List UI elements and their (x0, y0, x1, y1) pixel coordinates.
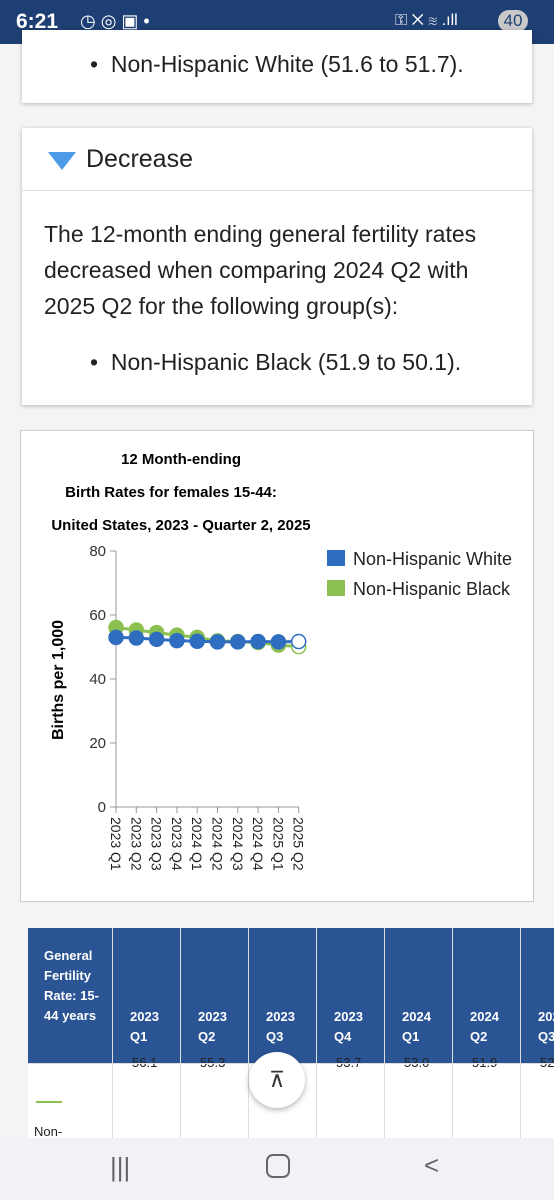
heading: Decrease (86, 145, 193, 173)
column-header: 2024 Q1 (402, 1009, 431, 1044)
data-point (290, 633, 307, 650)
x-tick-label: 2025 Q1 (270, 817, 286, 871)
column-divider (112, 928, 113, 1138)
x-tick-label: 2023 Q1 (108, 817, 124, 871)
chart-title: United States, 2023 - Quarter 2, 2025 (51, 517, 310, 534)
chart: 12 Month-ending Birth Rates for females 1… (20, 430, 534, 902)
series-line (115, 625, 299, 649)
column-divider (248, 928, 249, 1138)
y-tick-label: 20 (89, 735, 106, 752)
cell: 52 (540, 1055, 554, 1070)
x-tick-label: 2023 Q2 (128, 817, 144, 871)
x-tick-label: 2024 Q2 (210, 817, 226, 871)
x-tick-label: 2025 Q2 (291, 817, 307, 871)
home-button[interactable] (266, 1154, 290, 1178)
y-tick-label: 0 (98, 799, 106, 816)
cell: 53.0 (404, 1055, 430, 1070)
status-icons: ◷ ◎ ▣ • (80, 11, 150, 31)
table: General Fertility Rate: 15-44 years Non- 2… (28, 928, 554, 1138)
column-divider (316, 928, 317, 1138)
column-divider (180, 928, 181, 1138)
y-axis-label: Births per 1,000 (50, 620, 67, 740)
data-point (148, 631, 165, 648)
x-tick-label: 2024 Q3 (230, 817, 246, 871)
bullet: • Non-Hispanic Black (51.9 to 50.1). (90, 349, 462, 375)
cell: 51.9 (472, 1055, 498, 1070)
back-button[interactable]: < (424, 1150, 440, 1180)
column-header: 2023 Q4 (334, 1009, 363, 1044)
chart-title: Birth Rates for females 15-44: (65, 484, 277, 501)
legend-label: Non-Hispanic White (353, 549, 512, 569)
y-tick-label: 80 (89, 543, 106, 560)
scroll-top-button[interactable]: ⊼ (249, 1052, 305, 1108)
x-tick-label: 2024 Q4 (250, 817, 266, 871)
column-header: 2023 Q1 (130, 1009, 159, 1044)
bullet-text: Non-Hispanic Black (51.9 to 50.1). (110, 349, 462, 375)
x-tick-label: 2023 Q4 (169, 817, 185, 871)
column-divider (520, 928, 521, 1138)
chart-title: 12 Month-ending (121, 451, 241, 468)
cell: 55.3 (200, 1055, 226, 1070)
triangle-icon (48, 152, 76, 170)
column-header: 2023 Q3 (266, 1009, 295, 1044)
data-point (230, 634, 246, 650)
decrease-card: Decrease The 12-month ending general fer… (22, 128, 532, 405)
bullet: • Non-Hispanic White (51.6 to 51.7). (90, 51, 464, 77)
cell: 56.1 (132, 1055, 158, 1070)
column-header: 2024 Q3 (538, 1009, 554, 1044)
cell: 53.7 (336, 1055, 362, 1070)
row-marker (36, 1101, 62, 1103)
y-tick-label: 60 (89, 607, 106, 624)
legend-swatch (327, 550, 345, 566)
bullet-text: Non-Hispanic White (51.6 to 51.7). (110, 51, 464, 77)
system-icons: ⚿ ✕ ≋ .ıll (395, 12, 458, 29)
legend-label: Non-Hispanic Black (353, 579, 511, 599)
legend-swatch (327, 580, 345, 596)
battery: 40 (498, 10, 528, 32)
data-point (128, 630, 145, 646)
header-row (28, 928, 554, 1063)
corner-header: General Fertility Rate: 15-44 years (44, 948, 99, 1023)
data-point (108, 629, 124, 646)
column-divider (384, 928, 385, 1138)
time: 6:21 (16, 10, 59, 33)
row-label: Non- (34, 1124, 63, 1138)
data-point (250, 633, 266, 650)
x-tick-label: 2024 Q1 (189, 817, 205, 871)
data-point (169, 632, 185, 649)
column-header: 2023 Q2 (198, 1009, 227, 1044)
y-tick-label: 40 (89, 671, 106, 688)
data-point (270, 634, 287, 650)
top-card: • Non-Hispanic White (51.6 to 51.7). (22, 30, 532, 103)
paragraph: The 12-month ending general fertility ra… (44, 221, 477, 319)
nav-bar: ||| < (0, 1138, 554, 1200)
recents-button[interactable]: ||| (110, 1152, 131, 1182)
x-tick-label: 2023 Q3 (149, 817, 165, 871)
column-header: 2024 Q2 (470, 1009, 499, 1044)
column-divider (452, 928, 453, 1138)
data-point (209, 634, 226, 650)
divider (22, 190, 532, 191)
data-point (189, 633, 205, 649)
series-line (115, 635, 299, 644)
